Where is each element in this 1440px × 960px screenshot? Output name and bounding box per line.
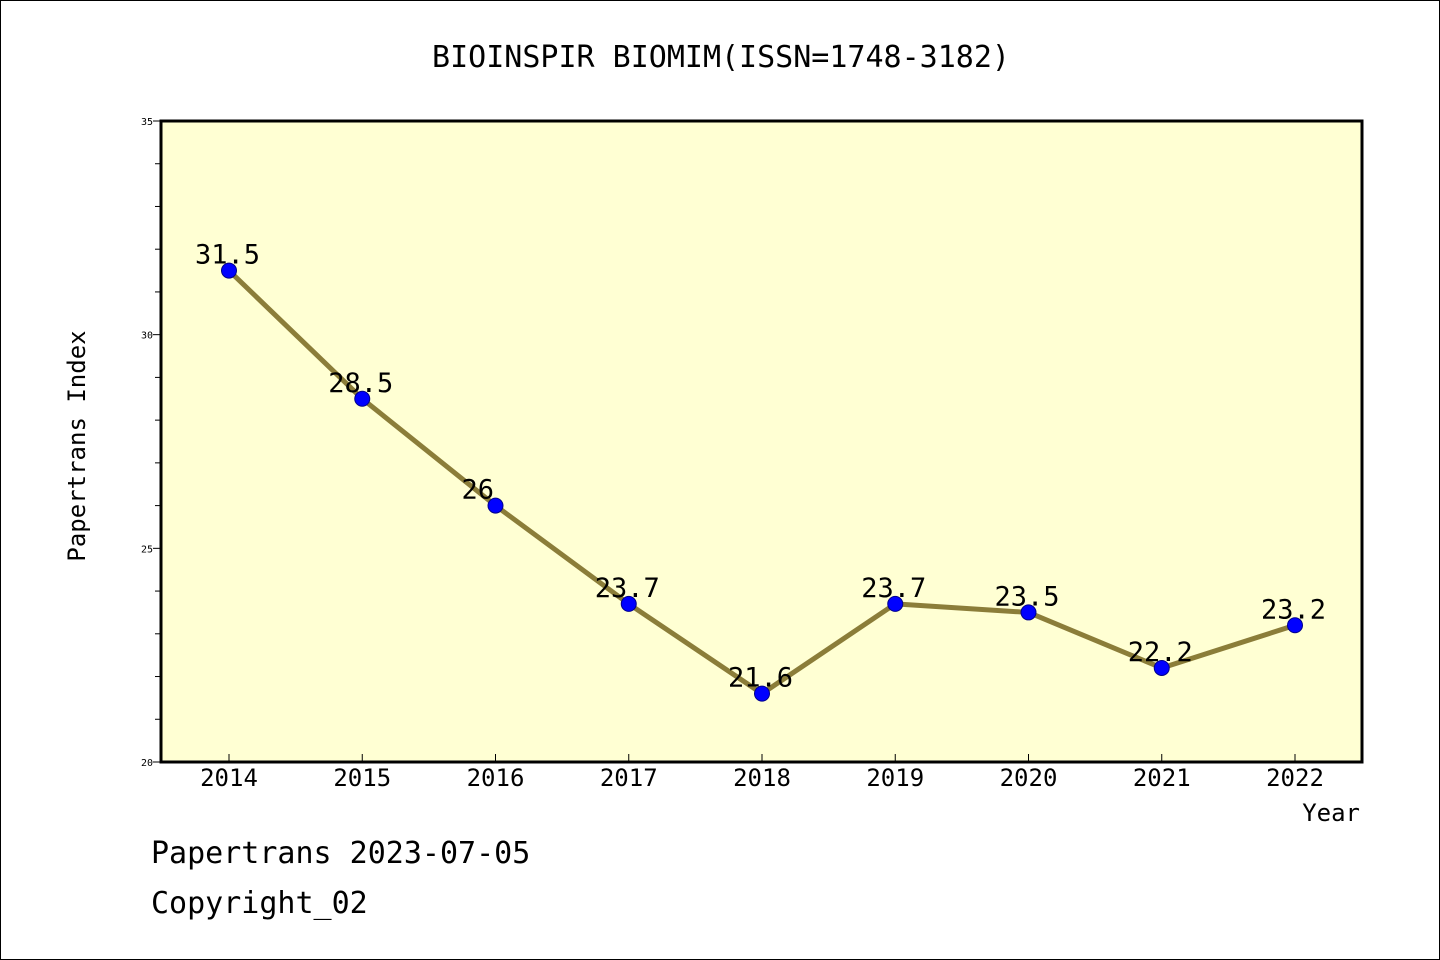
- footer-copyright-line: Copyright_02: [151, 886, 368, 921]
- data-point-marker: [887, 595, 904, 612]
- y-axis-title: Papertrans Index: [63, 330, 91, 561]
- data-point-marker: [1287, 617, 1303, 634]
- footer-date-line: Papertrans 2023-07-05: [151, 836, 531, 871]
- data-point-label: 28.5: [328, 368, 393, 399]
- x-tick-label: 2014: [200, 764, 258, 792]
- data-labels: 31.5 28.5 26 23.7 21.6 23.7 23.5 22.2 23.2: [195, 240, 1326, 694]
- x-axis: 2014 2015 2016 2017 2018 2019 2020 2021 2022: [200, 754, 1324, 792]
- chart-title: BIOINSPIR BIOMIM(ISSN=1748-3182): [432, 40, 1010, 75]
- x-tick-label: 2019: [866, 764, 924, 792]
- y-axis: 20 25 30 35: [141, 117, 161, 769]
- x-tick-label: 2015: [333, 764, 391, 792]
- y-tick-label: 25: [141, 544, 153, 555]
- data-point-label: 31.5: [195, 240, 260, 271]
- y-tick-label: 20: [141, 758, 153, 769]
- series-markers: [221, 262, 1303, 702]
- data-point-marker: [354, 390, 371, 407]
- data-point-label: 22.2: [1128, 637, 1193, 668]
- y-tick-label: 30: [141, 331, 153, 342]
- data-point-marker: [487, 497, 504, 514]
- x-tick-label: 2016: [467, 764, 525, 792]
- data-point-marker: [221, 262, 237, 279]
- data-point-label: 23.5: [995, 581, 1060, 612]
- data-point-marker: [620, 595, 637, 612]
- plot-area: [161, 121, 1362, 762]
- x-tick-label: 2018: [733, 764, 791, 792]
- x-axis-title: Year: [1302, 799, 1360, 827]
- plot-border: [159, 119, 1364, 764]
- x-tick-label: 2022: [1266, 764, 1324, 792]
- data-point-marker: [1020, 604, 1037, 621]
- data-point-label: 23.7: [861, 573, 926, 604]
- data-point-label: 26: [462, 475, 495, 506]
- data-point-label: 23.7: [595, 573, 660, 604]
- data-point-marker: [1153, 659, 1170, 676]
- data-point-label: 21.6: [728, 663, 793, 694]
- data-point-marker: [754, 685, 770, 702]
- x-tick-label: 2021: [1133, 764, 1191, 792]
- y-tick-label: 35: [141, 117, 153, 128]
- x-tick-label: 2017: [600, 764, 658, 792]
- x-tick-label: 2020: [1000, 764, 1058, 792]
- data-point-label: 23.2: [1261, 594, 1326, 625]
